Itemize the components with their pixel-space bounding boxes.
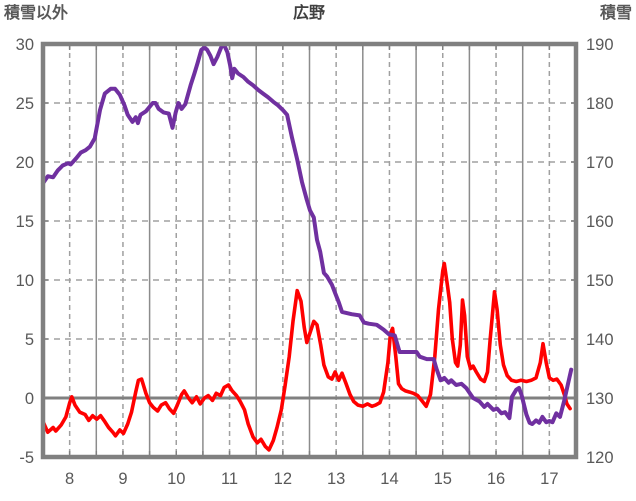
right-axis-tick-label: 140: [586, 331, 614, 349]
chart-title: 広野: [293, 3, 325, 22]
right-axis-tick-label: 120: [586, 449, 614, 467]
x-axis-tick-label: 13: [327, 470, 345, 488]
x-axis-tick-label: 9: [118, 470, 127, 488]
right-axis-tick-label: 160: [586, 213, 614, 231]
snow-depth-line: [41, 43, 574, 426]
left-axis-tick-label: 0: [25, 390, 34, 408]
left-axis-tick-label: 20: [16, 154, 34, 172]
x-axis-tick-label: 10: [167, 470, 185, 488]
left-axis-tick-label: -5: [19, 449, 34, 467]
left-axis-tick-label: 30: [16, 36, 34, 54]
left-axis-tick-label: 25: [16, 95, 34, 113]
temperature-line: [41, 261, 572, 452]
left-axis-title: 積雪以外: [3, 3, 68, 22]
x-axis-tick-label: 11: [221, 470, 238, 488]
plot-area: 30 25 20 15 10 5 0 -5 190 180 170 160 150 140 130 120 8 9…: [16, 36, 614, 488]
x-axis-labels: 8 9 10 11 12 13 14 15 16 17: [65, 470, 558, 488]
right-axis-labels: 190 180 170 160 150 140 130 120: [586, 36, 614, 467]
right-axis-tick-label: 170: [586, 154, 614, 172]
left-axis-labels: 30 25 20 15 10 5 0 -5: [16, 36, 34, 467]
x-axis-tick-label: 8: [65, 470, 74, 488]
x-axis-tick-label: 16: [487, 470, 505, 488]
left-axis-tick-label: 15: [16, 213, 34, 231]
x-axis-tick-label: 12: [274, 470, 292, 488]
plot-frame: [40, 41, 579, 460]
right-axis-tick-label: 150: [586, 272, 614, 290]
x-axis-tick-label: 17: [540, 470, 558, 488]
right-axis-title: 積雪: [599, 3, 632, 22]
right-axis-tick-label: 130: [586, 390, 614, 408]
left-axis-tick-label: 5: [25, 331, 34, 349]
x-axis-tick-label: 14: [380, 470, 398, 488]
right-axis-tick-label: 180: [586, 95, 614, 113]
x-axis-tick-label: 15: [434, 470, 452, 488]
left-axis-tick-label: 10: [16, 272, 34, 290]
right-axis-tick-label: 190: [586, 36, 614, 54]
gridlines: [43, 44, 576, 457]
